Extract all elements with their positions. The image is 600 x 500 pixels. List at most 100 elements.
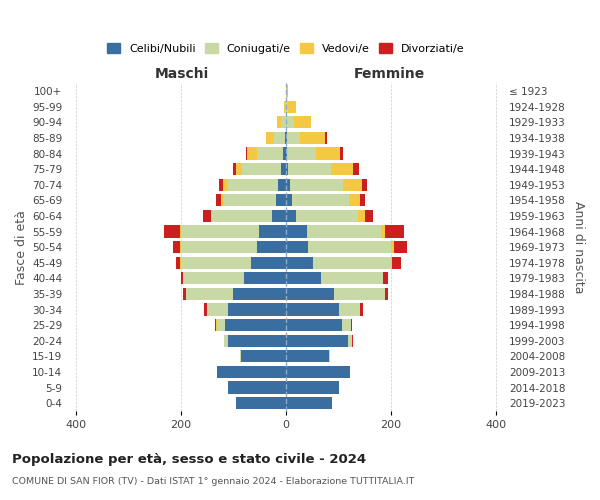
- Bar: [294, 116, 311, 128]
- Bar: [342, 319, 350, 331]
- Bar: [383, 272, 388, 284]
- Y-axis label: Fasce di età: Fasce di età: [15, 210, 28, 284]
- Bar: [340, 148, 343, 160]
- Text: Popolazione per età, sesso e stato civile - 2024: Popolazione per età, sesso e stato civil…: [12, 452, 366, 466]
- Bar: [288, 163, 331, 175]
- Bar: [240, 350, 241, 362]
- Bar: [358, 210, 365, 222]
- Bar: [211, 210, 212, 222]
- Bar: [236, 397, 286, 409]
- Bar: [286, 116, 294, 128]
- Bar: [360, 194, 365, 206]
- Bar: [278, 178, 286, 191]
- Bar: [257, 148, 283, 160]
- Bar: [301, 132, 325, 144]
- Bar: [225, 319, 286, 331]
- Bar: [216, 194, 221, 206]
- Bar: [228, 304, 286, 316]
- Bar: [277, 116, 281, 128]
- Bar: [286, 194, 292, 206]
- Bar: [343, 178, 362, 191]
- Bar: [385, 226, 404, 237]
- Bar: [350, 319, 352, 331]
- Bar: [183, 288, 186, 300]
- Bar: [391, 241, 394, 253]
- Bar: [217, 319, 225, 331]
- Bar: [287, 132, 301, 144]
- Bar: [339, 304, 360, 316]
- Bar: [331, 163, 353, 175]
- Y-axis label: Anni di nascita: Anni di nascita: [572, 201, 585, 294]
- Bar: [286, 304, 339, 316]
- Bar: [284, 132, 286, 144]
- Bar: [394, 241, 407, 253]
- Bar: [281, 116, 286, 128]
- Bar: [286, 256, 313, 269]
- Bar: [183, 272, 244, 284]
- Bar: [186, 288, 233, 300]
- Bar: [228, 334, 286, 347]
- Text: Femmine: Femmine: [353, 67, 425, 81]
- Bar: [181, 256, 251, 269]
- Bar: [241, 350, 286, 362]
- Bar: [176, 256, 180, 269]
- Bar: [215, 319, 217, 331]
- Bar: [284, 100, 286, 113]
- Bar: [391, 256, 392, 269]
- Bar: [286, 382, 339, 394]
- Bar: [288, 100, 296, 113]
- Bar: [236, 163, 242, 175]
- Bar: [286, 178, 290, 191]
- Bar: [251, 256, 286, 269]
- Bar: [286, 210, 296, 222]
- Bar: [286, 366, 350, 378]
- Legend: Celibi/Nubili, Coniugati/e, Vedovi/e, Divorziati/e: Celibi/Nubili, Coniugati/e, Vedovi/e, Di…: [107, 43, 464, 54]
- Bar: [347, 334, 352, 347]
- Bar: [266, 132, 274, 144]
- Bar: [217, 366, 286, 378]
- Bar: [181, 272, 183, 284]
- Bar: [349, 194, 360, 206]
- Bar: [212, 210, 272, 222]
- Bar: [203, 210, 211, 222]
- Bar: [292, 194, 349, 206]
- Bar: [286, 100, 288, 113]
- Bar: [365, 210, 373, 222]
- Bar: [204, 304, 207, 316]
- Bar: [246, 148, 247, 160]
- Bar: [247, 148, 257, 160]
- Bar: [286, 397, 332, 409]
- Bar: [224, 194, 276, 206]
- Bar: [179, 226, 181, 237]
- Bar: [283, 148, 286, 160]
- Bar: [316, 148, 340, 160]
- Bar: [286, 163, 288, 175]
- Bar: [286, 288, 334, 300]
- Bar: [274, 132, 284, 144]
- Bar: [233, 288, 286, 300]
- Bar: [287, 148, 316, 160]
- Bar: [286, 272, 321, 284]
- Bar: [179, 241, 181, 253]
- Bar: [219, 178, 223, 191]
- Bar: [313, 256, 391, 269]
- Bar: [307, 226, 381, 237]
- Bar: [207, 304, 228, 316]
- Bar: [272, 210, 286, 222]
- Bar: [259, 226, 286, 237]
- Bar: [286, 132, 287, 144]
- Bar: [362, 178, 367, 191]
- Bar: [308, 241, 391, 253]
- Bar: [173, 241, 179, 253]
- Bar: [296, 210, 358, 222]
- Bar: [286, 334, 347, 347]
- Text: Maschi: Maschi: [155, 67, 209, 81]
- Bar: [286, 85, 288, 97]
- Bar: [286, 319, 342, 331]
- Bar: [334, 288, 385, 300]
- Bar: [276, 194, 286, 206]
- Bar: [242, 163, 281, 175]
- Bar: [352, 334, 353, 347]
- Bar: [224, 334, 228, 347]
- Text: COMUNE DI SAN FIOR (TV) - Dati ISTAT 1° gennaio 2024 - Elaborazione TUTTITALIA.I: COMUNE DI SAN FIOR (TV) - Dati ISTAT 1° …: [12, 477, 415, 486]
